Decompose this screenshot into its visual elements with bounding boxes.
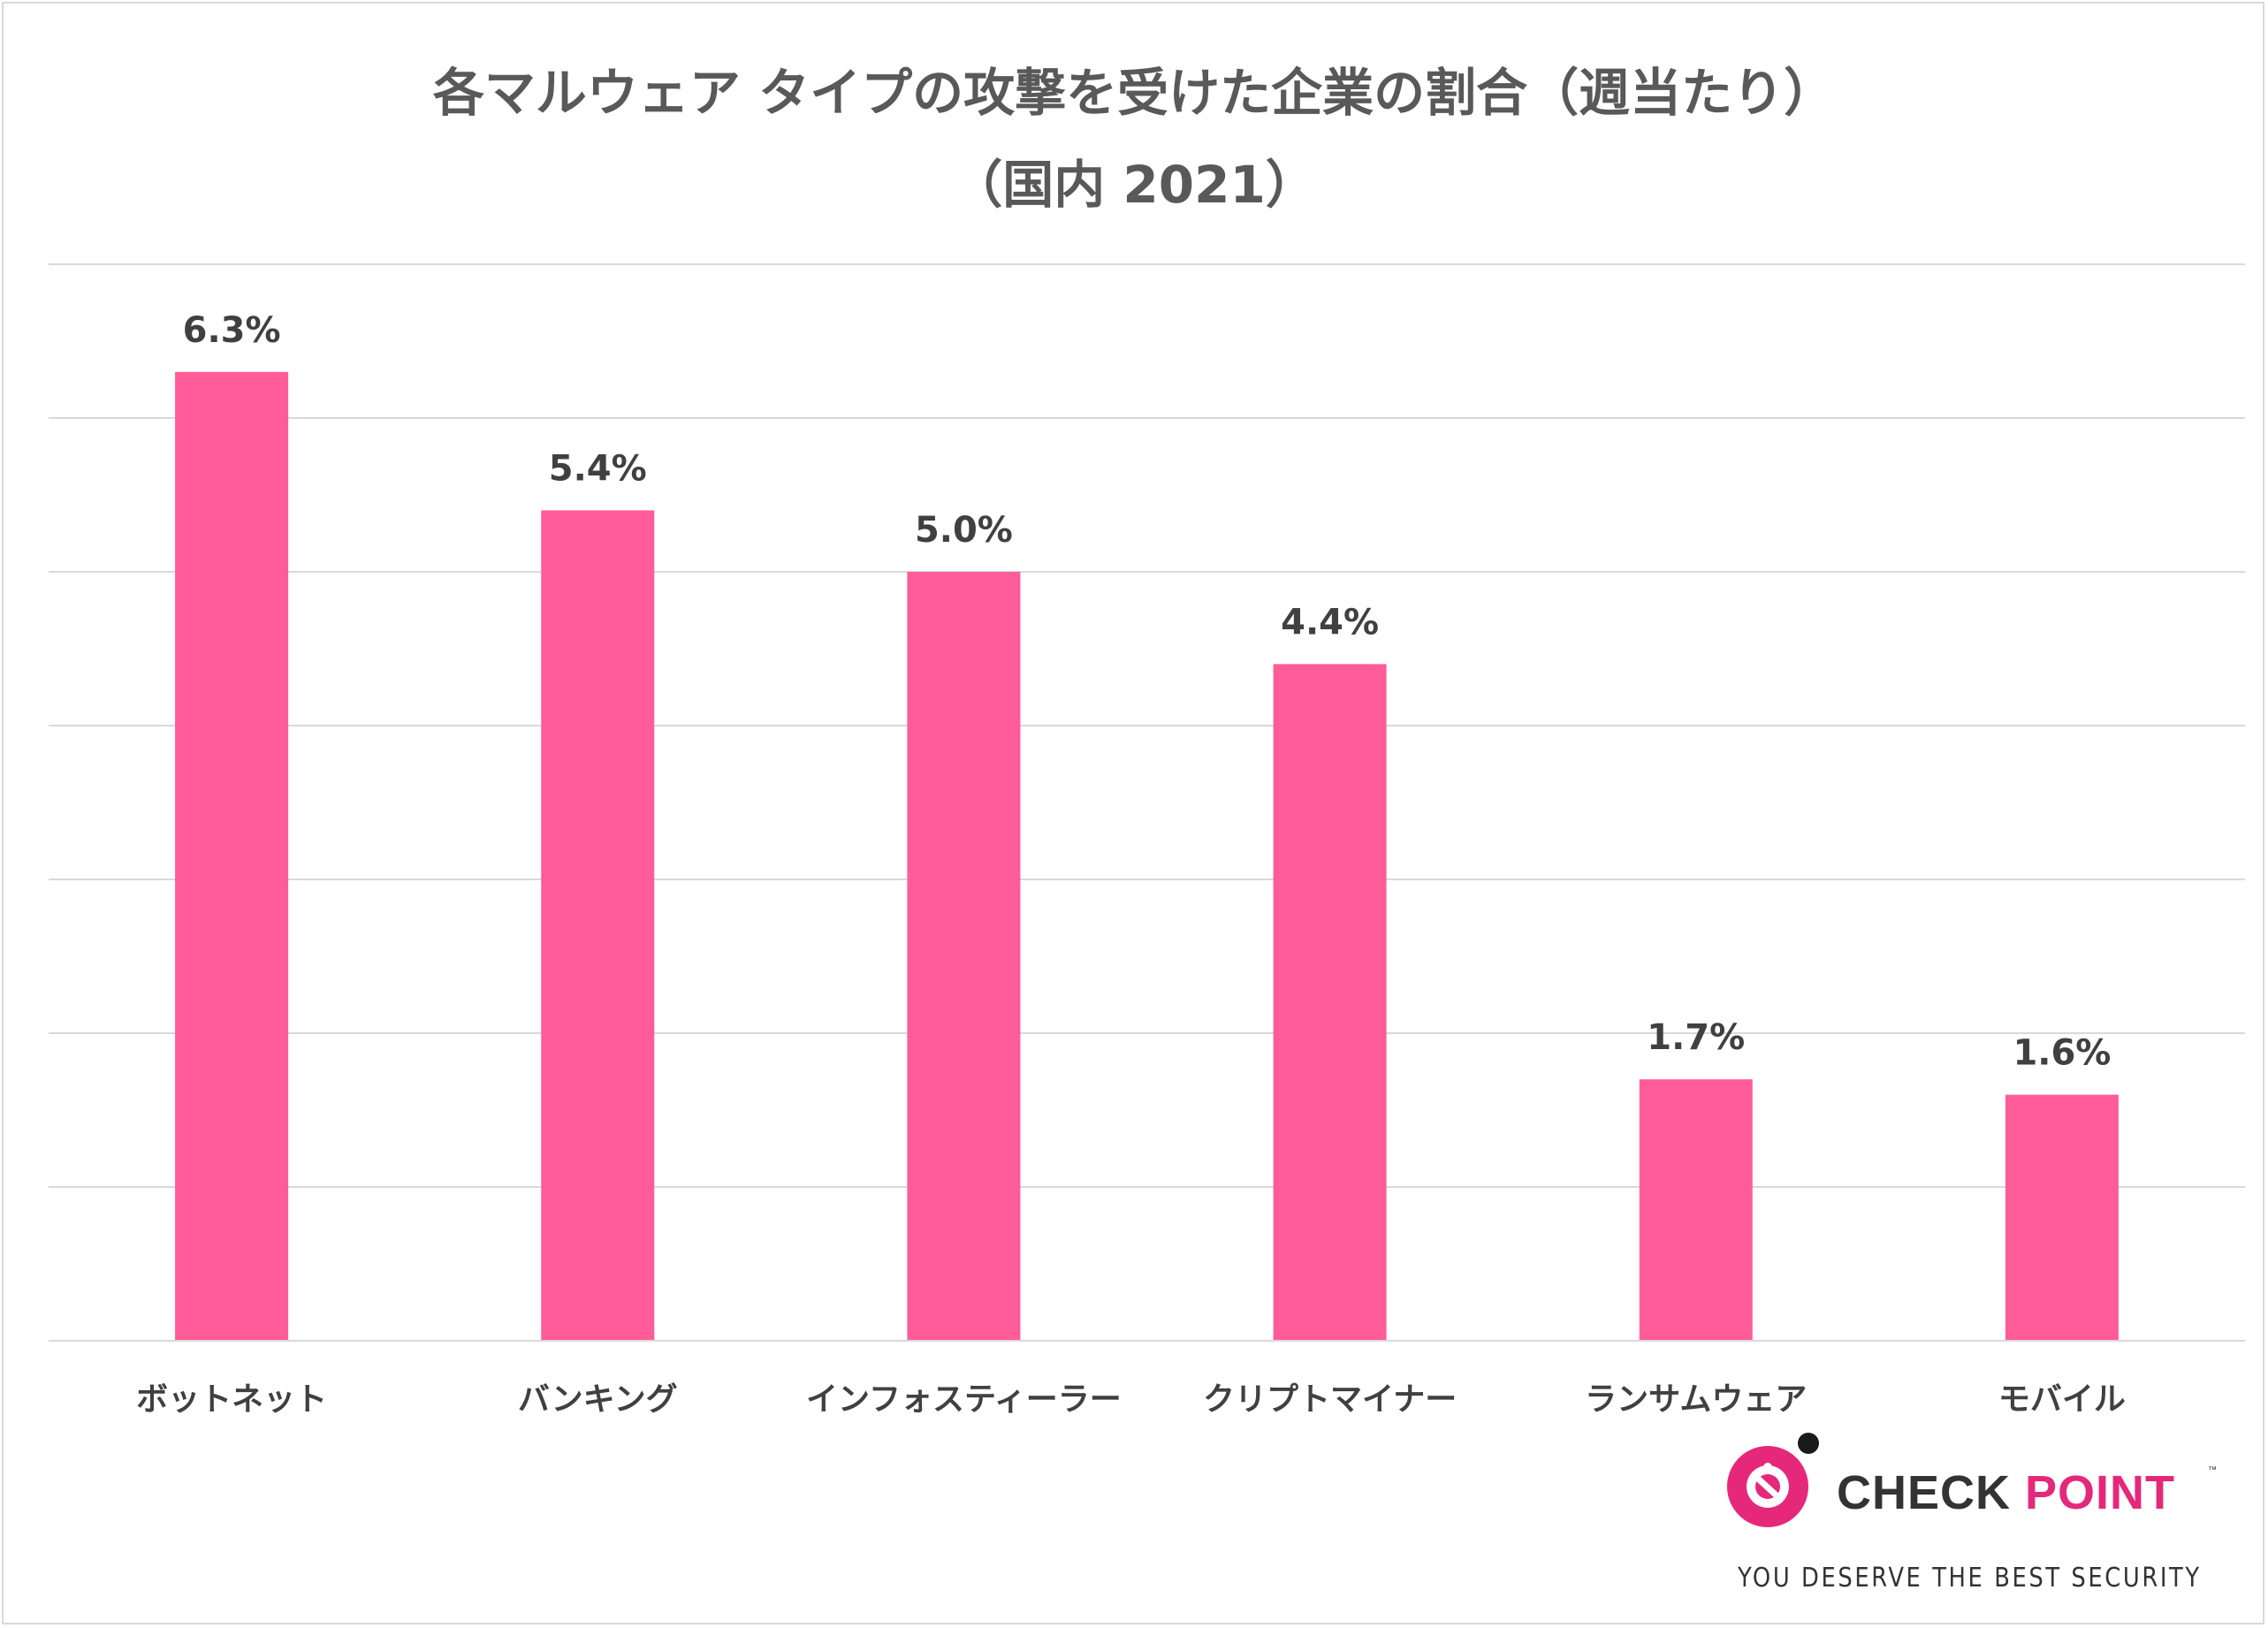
bar [907,572,1021,1341]
category-label: ボットネット [136,1381,327,1418]
data-label: 6.3% [183,310,281,351]
data-label: 5.0% [915,510,1013,551]
category-label: インフォスティーラー [806,1381,1122,1418]
data-label: 1.6% [2013,1033,2111,1074]
bar [1639,1079,1753,1341]
chart-subtitle: （国内 2021） [951,155,1317,215]
bar [2005,1094,2119,1341]
check-point-logo-icon [1727,1433,1819,1527]
category-label: ランサムウェア [1585,1381,1807,1418]
category-label: モバイル [1998,1381,2126,1418]
category-label: クリプトマイナー [1203,1381,1457,1418]
logo-word-check: CHECK [1837,1466,2012,1519]
logo-wordmark: CHECK POINT [1837,1469,2175,1517]
bar [175,371,289,1341]
logo-word-point: POINT [2025,1466,2176,1519]
chart-title: 各マルウェア タイプの攻撃を受けた企業の割合（週当たり） [432,63,1836,123]
data-label: 5.4% [549,448,647,489]
logo-trademark: ™ [2208,1465,2217,1475]
category-label: バンキング [518,1381,678,1418]
bar [1273,664,1387,1341]
logo-tagline: YOU DESERVE THE BEST SECURITY [1738,1563,2202,1594]
bar [541,510,655,1341]
data-label: 1.7% [1647,1017,1745,1058]
data-label: 4.4% [1281,602,1379,643]
check-point-logo: CHECK POINT ™ YOU DESERVE THE BEST SECUR… [1724,1432,2219,1609]
